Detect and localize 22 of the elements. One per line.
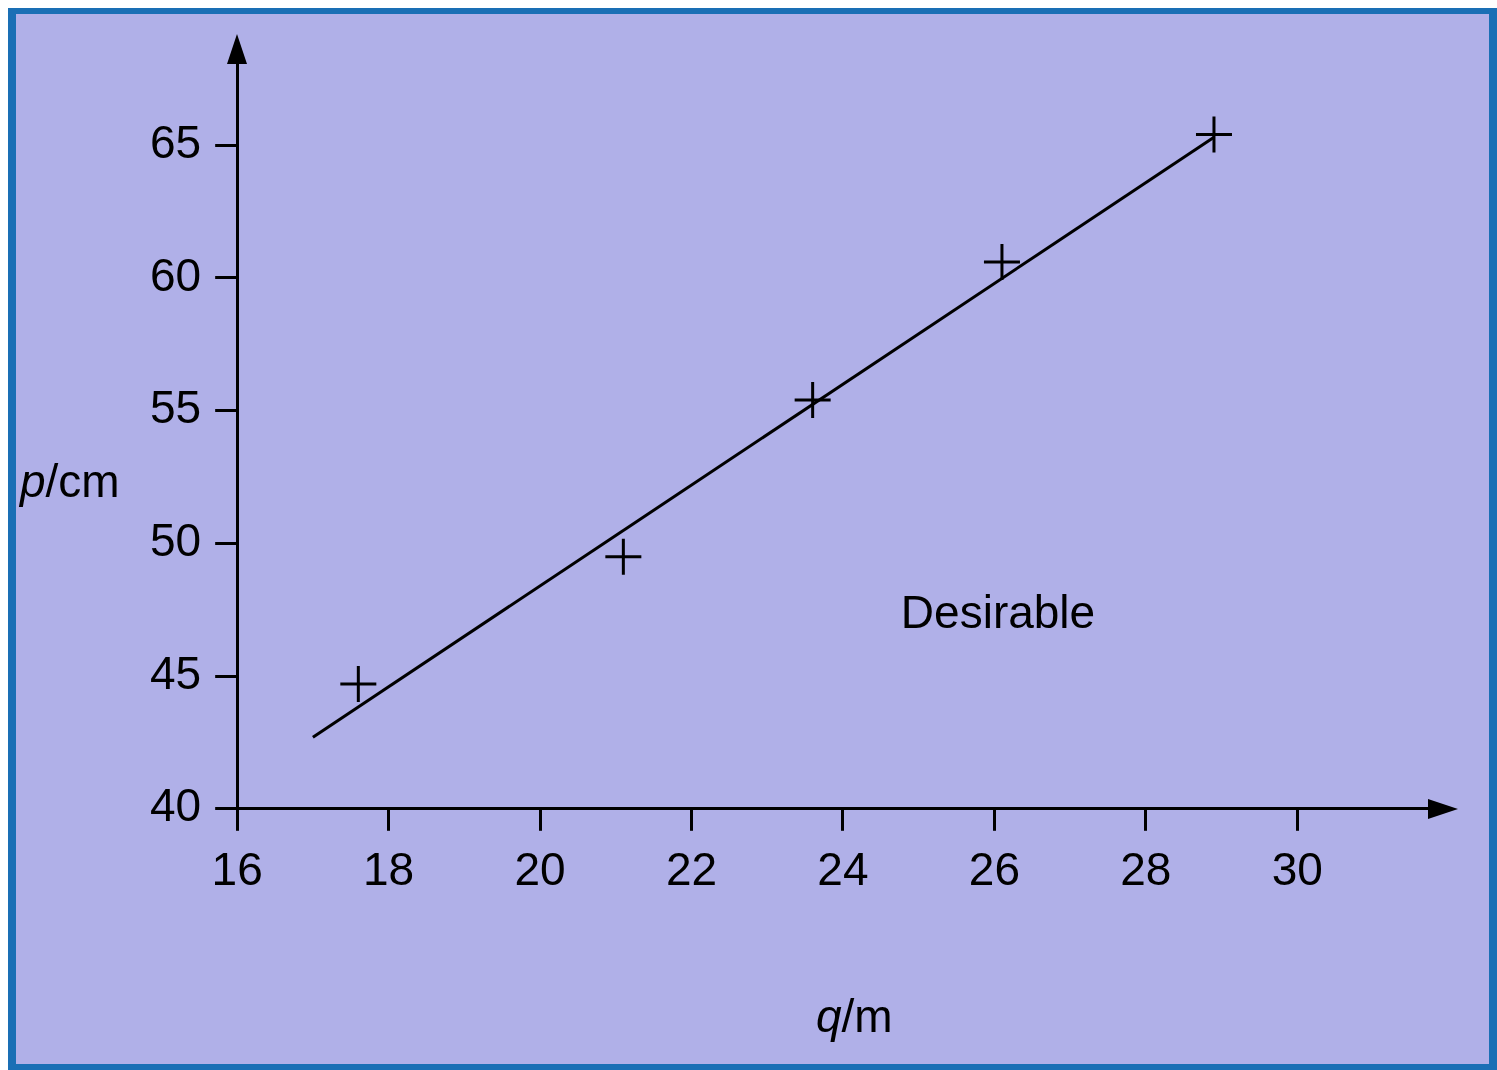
x-tick-label: 26 bbox=[968, 843, 1020, 896]
point bbox=[340, 666, 377, 703]
x-tick-label: 18 bbox=[363, 843, 415, 896]
x-tick-label: 28 bbox=[1120, 843, 1172, 896]
x-axis-title: q/m bbox=[816, 990, 893, 1042]
y-axis-title: p/cm bbox=[20, 455, 120, 507]
point bbox=[1195, 116, 1232, 153]
x-tick-label: 30 bbox=[1271, 843, 1323, 896]
point bbox=[794, 382, 831, 419]
y-tick-label: 60 bbox=[149, 248, 202, 301]
y-tick-label: 55 bbox=[149, 381, 202, 434]
x-tick-label: 16 bbox=[211, 843, 263, 896]
x-tick-label: 22 bbox=[665, 843, 718, 896]
annotation: Desirable bbox=[900, 586, 1096, 639]
y-tick-label: 65 bbox=[149, 115, 202, 168]
point bbox=[983, 244, 1020, 281]
point bbox=[605, 538, 642, 575]
y-tick-label: 40 bbox=[149, 779, 202, 832]
x-tick-label: 24 bbox=[817, 843, 869, 896]
y-tick-label: 50 bbox=[149, 514, 202, 567]
y-tick-label: 45 bbox=[149, 646, 202, 699]
x-tick-label: 20 bbox=[514, 843, 566, 896]
